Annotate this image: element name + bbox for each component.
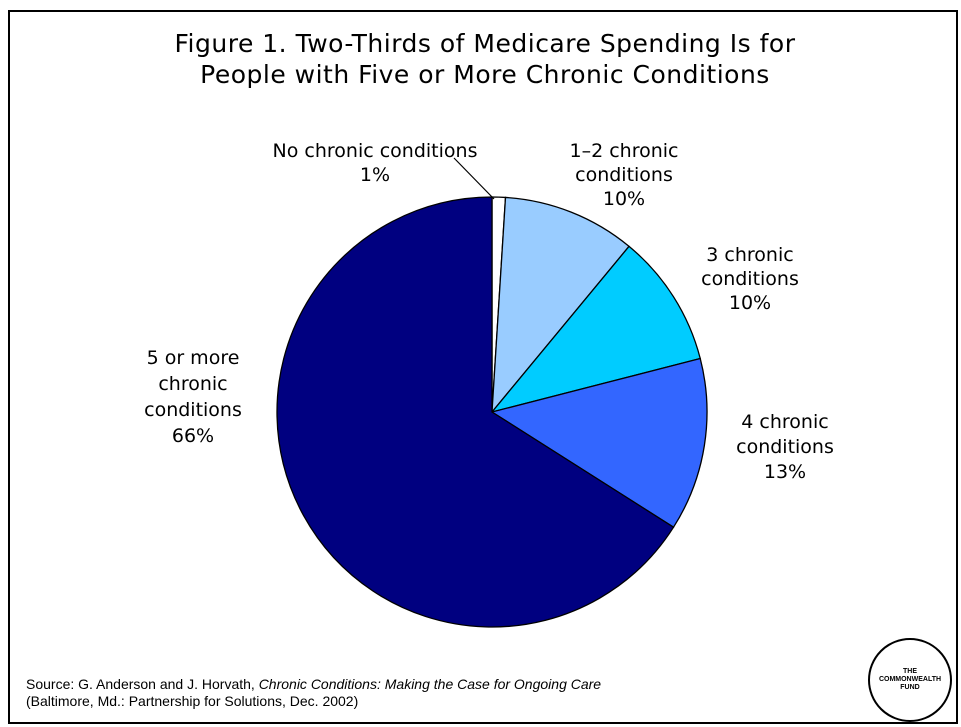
- slice-label-line: 3 chronic: [706, 244, 793, 266]
- source-line-1: Source: G. Anderson and J. Horvath, Chro…: [26, 676, 726, 693]
- logo-line-3: FUND: [900, 684, 920, 691]
- slice-label-line: 66%: [172, 425, 214, 447]
- pie-slices: [276, 196, 708, 628]
- slice-label-no-chronic: No chronic conditions 1%: [273, 140, 478, 186]
- source-prefix: Source: G. Anderson and J. Horvath,: [26, 676, 259, 692]
- pie-slice-3-chronic: [490, 245, 702, 414]
- slice-label-line: conditions: [701, 268, 799, 290]
- slice-label-line: conditions: [144, 399, 242, 421]
- chart-title: Figure 1. Two-Thirds of Medicare Spendin…: [10, 28, 960, 90]
- slice-label-line: 5 or more: [147, 347, 240, 369]
- source-note: Source: G. Anderson and J. Horvath, Chro…: [26, 676, 726, 710]
- slice-label-5-or-more-chronic: 5 or more chronic conditions 66%: [144, 347, 242, 447]
- slice-label-line: 1–2 chronic: [570, 140, 679, 162]
- slice-label-line: 10%: [729, 292, 771, 314]
- leader-line-no-chronic: [453, 157, 495, 200]
- slice-labels: No chronic conditions 1%1–2 chronic condit…: [144, 140, 834, 483]
- slice-label-line: conditions: [575, 164, 673, 186]
- slice-label-line: 4 chronic: [741, 411, 828, 433]
- commonwealth-fund-logo: THE COMMONWEALTH FUND: [868, 638, 952, 722]
- pie-slice-4-chronic: [490, 357, 708, 529]
- slice-label-line: conditions: [736, 436, 834, 458]
- pie-slice-1-2-chronic: [491, 196, 630, 414]
- slice-label-4-chronic: 4 chronic conditions 13%: [736, 411, 834, 483]
- slice-label-line: chronic: [158, 373, 227, 395]
- chart-title-line-1: Figure 1. Two-Thirds of Medicare Spendin…: [174, 29, 796, 58]
- pie-slice-5-or-more-chronic: [276, 196, 675, 628]
- slice-label-line: 10%: [603, 188, 645, 210]
- source-line-2: (Baltimore, Md.: Partnership for Solutio…: [26, 693, 359, 709]
- slice-label-3-chronic: 3 chronic conditions 10%: [701, 244, 799, 314]
- slice-label-line: 1%: [360, 164, 390, 186]
- logo-line-1: THE: [903, 668, 917, 675]
- source-title: Chronic Conditions: Making the Case for …: [258, 676, 602, 692]
- logo-line-2: COMMONWEALTH: [878, 676, 942, 683]
- slice-label-1-2-chronic: 1–2 chronic conditions 10%: [570, 140, 679, 210]
- slice-label-line: No chronic conditions: [273, 140, 478, 162]
- slice-label-line: 13%: [764, 461, 806, 483]
- chart-title-line-2: People with Five or More Chronic Conditi…: [200, 60, 770, 89]
